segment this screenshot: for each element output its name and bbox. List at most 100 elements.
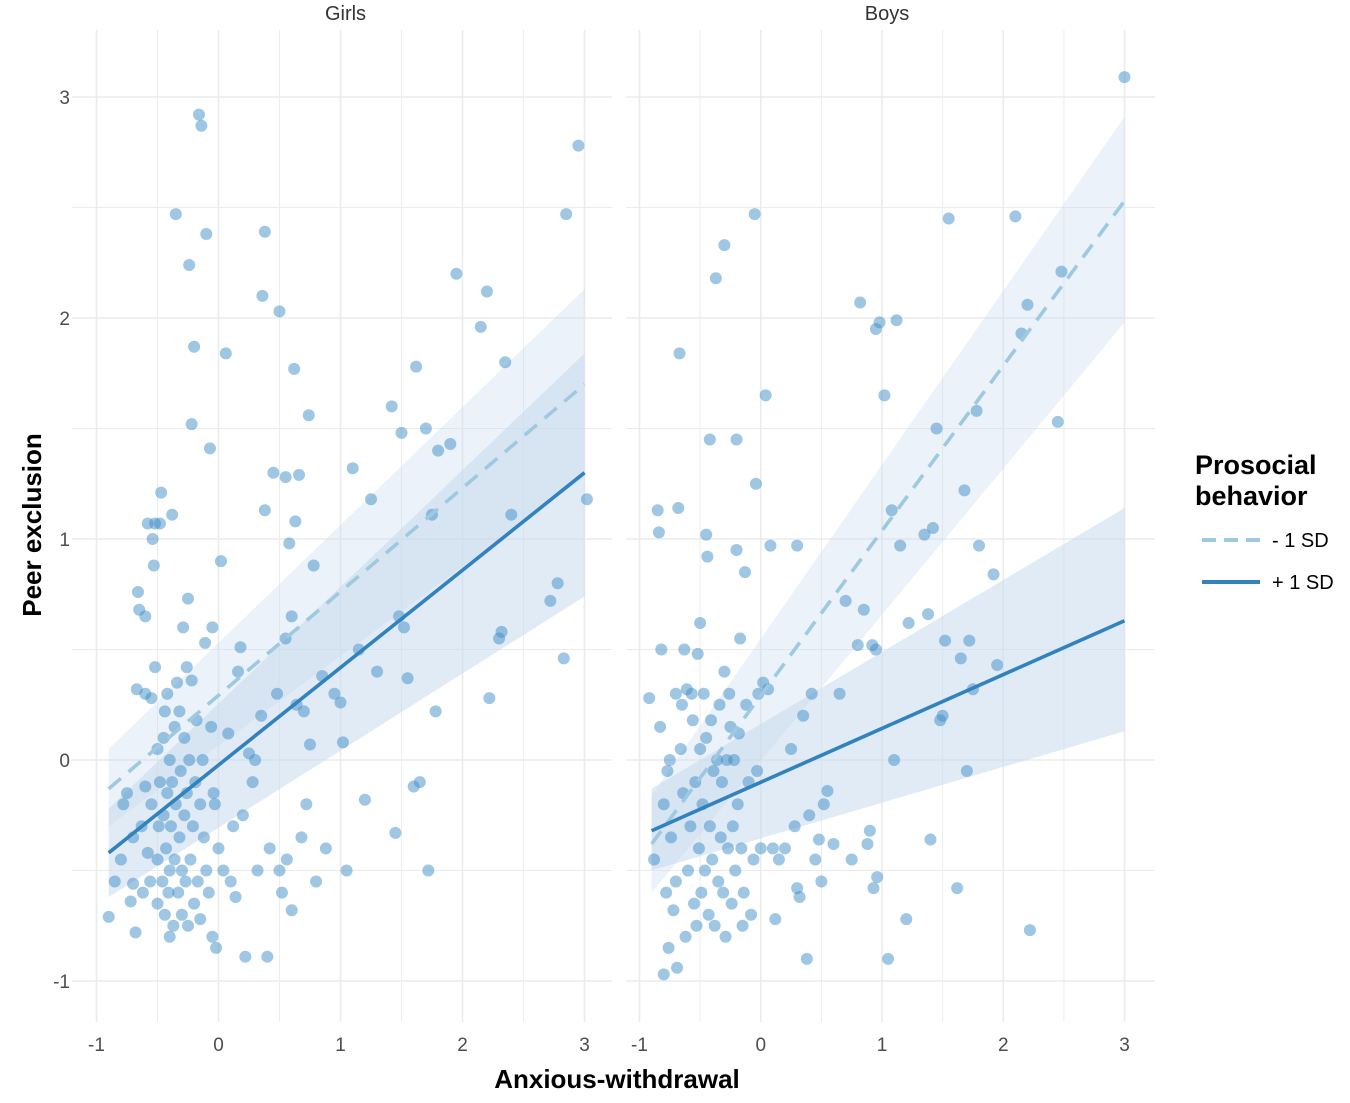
data-point [267,466,280,479]
data-point [726,820,739,833]
data-point [785,742,798,755]
data-point [157,731,170,744]
data-point [188,897,201,910]
data-point [890,314,903,327]
data-point [169,208,182,221]
data-point [730,544,743,557]
data-point [180,661,193,674]
data-point [779,842,791,855]
data-point [759,389,772,402]
data-point [483,692,496,705]
data-point [902,616,915,629]
data-point [709,272,722,285]
data-point [212,842,225,855]
data-point [764,539,777,552]
data-point [246,776,259,789]
data-point [162,886,175,899]
data-point [657,968,670,981]
data-point [173,705,186,718]
y-tick-label: 2 [59,309,70,330]
data-point [210,941,223,954]
grid-lines [626,30,1155,1022]
data-point [334,696,347,709]
data-point [745,908,758,921]
data-point [275,886,288,899]
data-point [271,687,284,700]
data-point [422,864,435,877]
data-point [480,285,493,298]
data-point [800,952,813,965]
data-point [572,139,585,152]
data-point [450,267,463,280]
data-point [751,765,764,778]
data-point [171,676,184,689]
y-tick-label: 1 [59,530,70,551]
data-point [158,705,171,718]
data-point [152,820,165,833]
data-point [713,698,726,711]
data-point [185,418,198,431]
data-point [124,895,137,908]
data-point [557,652,570,665]
data-point [129,926,142,939]
data-point [163,754,176,766]
data-point [182,919,194,932]
data-point [694,742,707,755]
data-point [121,787,133,800]
data-point [688,897,701,910]
data-point [185,674,198,687]
data-point [669,687,682,700]
data-point [229,891,242,904]
data-point [717,886,730,899]
data-point [194,913,207,926]
scatter-points [102,108,593,963]
data-point [747,853,760,866]
data-point [863,824,876,837]
data-point [703,433,716,446]
data-point [580,493,593,506]
data-point [873,316,886,329]
data-point [851,639,864,652]
ci-band-low [108,289,585,827]
data-point [878,389,891,402]
data-point [166,776,179,789]
data-point [922,608,935,621]
ci-band-low [651,116,1125,893]
data-point [196,754,209,766]
data-point [419,422,432,435]
data-point [722,842,735,855]
data-point [178,731,191,744]
data-point [249,754,262,766]
facet-panel-girls: Girls -1 0 1 2 3 -1 0 1 2 3 [53,3,612,1056]
data-point [662,941,675,954]
data-point [186,820,199,833]
data-point [199,636,212,649]
data-point [918,528,931,541]
data-point [737,886,750,899]
legend: Prosocial behavior - 1 SD + 1 SD [1195,450,1334,594]
data-point [108,875,121,888]
data-point [703,820,716,833]
data-point [474,320,487,333]
data-point [158,908,171,921]
data-point [708,919,721,932]
data-point [654,720,667,733]
data-point [793,891,806,904]
data-point [161,687,174,700]
data-point [718,665,731,678]
data-point [236,809,249,822]
data-point [202,886,215,899]
data-point [206,930,219,943]
data-point [684,820,697,833]
data-point [149,661,162,674]
data-point [410,360,423,373]
data-point [178,809,191,822]
data-point [701,550,714,563]
data-point [346,462,359,475]
data-point [191,875,204,888]
data-point [1055,265,1068,278]
data-point [336,736,349,749]
data-point [203,442,216,455]
y-tick-label: -1 [53,972,70,993]
data-point [735,842,748,855]
